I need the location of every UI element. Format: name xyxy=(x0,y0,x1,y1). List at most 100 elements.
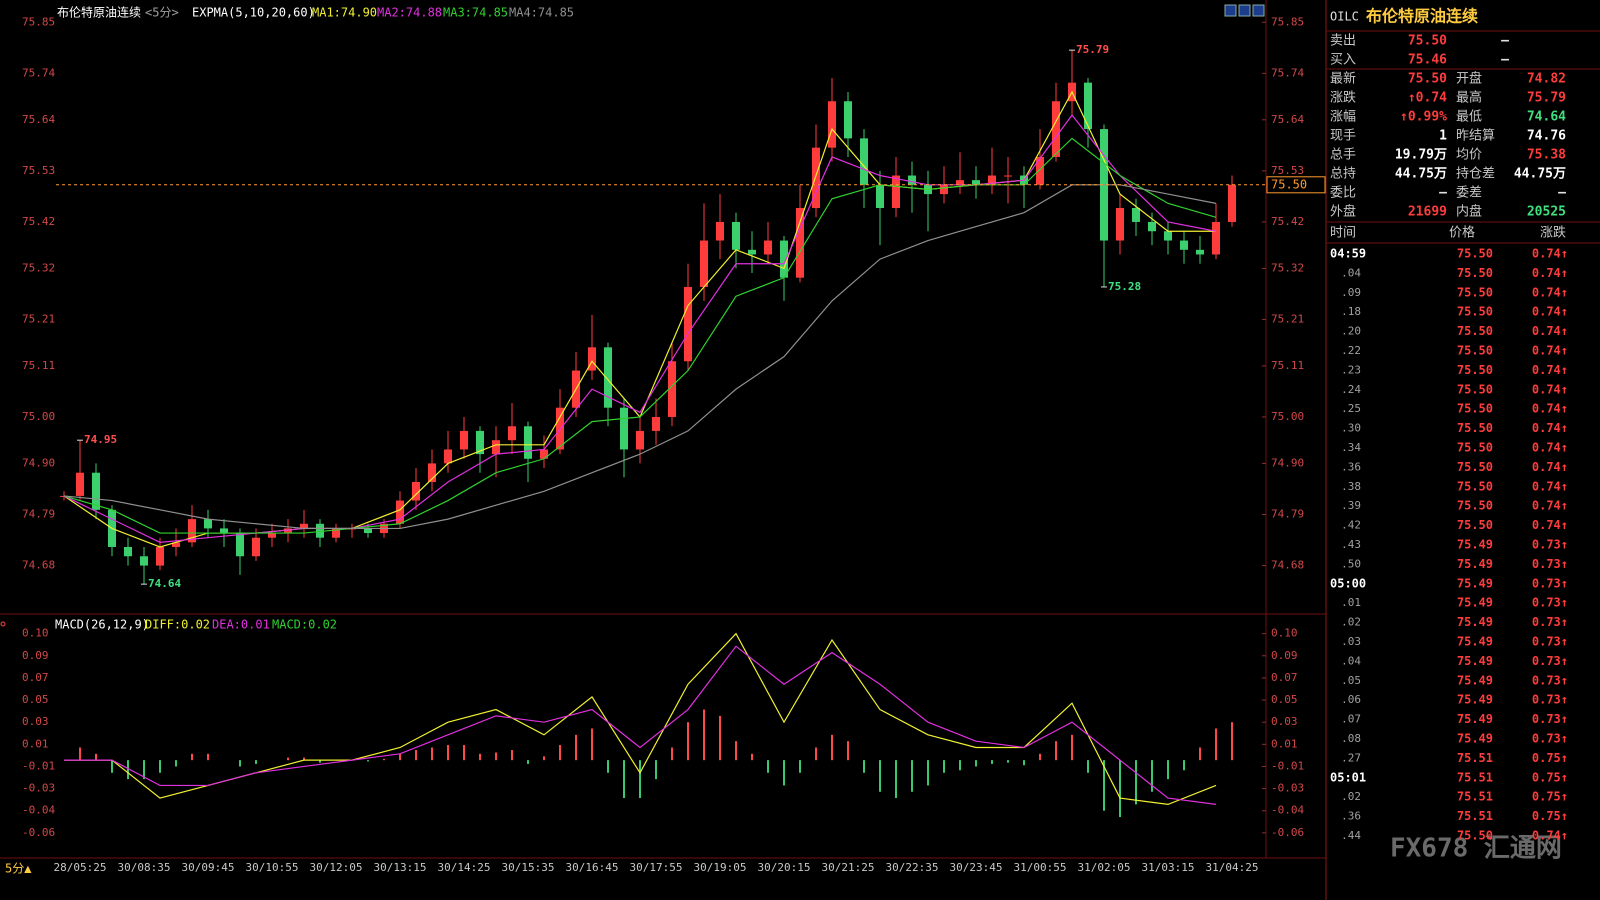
tick-change: 0.73↑ xyxy=(1532,557,1568,571)
tick-time: 05:00 xyxy=(1330,576,1366,590)
legend-entry: DIFF:0.02 xyxy=(145,618,210,632)
tick-change: 0.74↑ xyxy=(1532,266,1568,280)
chart-title: 布伦特原油连续 xyxy=(57,5,141,20)
tool-icon[interactable] xyxy=(1238,4,1251,17)
tool-icon[interactable] xyxy=(1252,4,1265,17)
x-tick-label: 31/03:15 xyxy=(1142,861,1195,874)
tick-change: 0.73↑ xyxy=(1532,712,1568,726)
tick-price: 75.50 xyxy=(1457,305,1493,319)
quote-value: ↑0.99% xyxy=(1400,110,1447,125)
tick-price: 75.51 xyxy=(1457,809,1493,823)
tick-time: .34 xyxy=(1341,441,1361,454)
quote-label: 外盘 xyxy=(1330,204,1356,220)
candle-body xyxy=(1180,240,1188,250)
tick-time: 04:59 xyxy=(1330,247,1366,261)
y-tick-label: -0.03 xyxy=(1271,782,1304,795)
tick-change: 0.75↑ xyxy=(1532,751,1568,765)
tick-header: 时间 xyxy=(1330,226,1356,241)
candle-body xyxy=(332,528,340,538)
x-tick-label: 30/13:15 xyxy=(374,861,427,874)
y-tick-label: -0.04 xyxy=(1271,804,1304,817)
y-tick-label: 74.79 xyxy=(1271,507,1304,520)
candle-body xyxy=(668,361,676,417)
x-tick-label: 30/12:05 xyxy=(310,861,363,874)
y-tick-label: -0.03 xyxy=(22,782,55,795)
candle-body xyxy=(1196,249,1204,255)
tick-change: 0.73↑ xyxy=(1532,635,1568,649)
candle-body xyxy=(876,184,884,209)
quote-label: 均价 xyxy=(1456,148,1482,163)
tick-time: .02 xyxy=(1341,616,1361,629)
quote-label: 涨跌 xyxy=(1330,90,1356,106)
quote-value: — xyxy=(1501,34,1509,49)
tick-price: 75.50 xyxy=(1457,285,1493,299)
quote-label: 持仓差 xyxy=(1456,167,1495,182)
tick-change: 0.74↑ xyxy=(1532,382,1568,396)
y-tick-label: 75.64 xyxy=(1271,113,1304,126)
tick-time: .36 xyxy=(1341,460,1361,473)
interval-button[interactable]: 5分▲ xyxy=(5,862,32,876)
tick-change: 0.74↑ xyxy=(1532,479,1568,493)
legend-entry: DEA:0.01 xyxy=(212,618,270,632)
quote-label: 涨幅 xyxy=(1330,110,1356,125)
quote-value: 21699 xyxy=(1408,205,1447,220)
x-tick-label: 30/09:45 xyxy=(182,861,235,874)
candle-body xyxy=(508,426,516,441)
tick-time: 05:01 xyxy=(1330,770,1366,784)
quote-label: 最新 xyxy=(1330,71,1356,87)
x-tick-label: 30/19:05 xyxy=(694,861,747,874)
y-tick-label: 75.21 xyxy=(1271,312,1304,325)
y-tick-label: 0.10 xyxy=(22,627,49,640)
tick-time: .08 xyxy=(1341,732,1361,745)
tick-price: 75.49 xyxy=(1457,693,1493,707)
quote-label: 委差 xyxy=(1456,186,1482,201)
y-tick-label: 0.09 xyxy=(1271,649,1298,662)
y-tick-label: 0.05 xyxy=(22,693,49,706)
quote-value: 20525 xyxy=(1527,205,1566,220)
y-tick-label: 74.90 xyxy=(1271,456,1304,469)
y-tick-label: 75.32 xyxy=(1271,261,1304,274)
last-price-label: 75.50 xyxy=(1271,177,1307,191)
y-tick-label: 74.68 xyxy=(22,559,55,572)
candle-body xyxy=(1116,208,1124,241)
quote-value: — xyxy=(1439,186,1447,201)
quote-label: 昨结算 xyxy=(1456,129,1495,144)
tick-change: 0.74↑ xyxy=(1532,518,1568,532)
tick-time: .04 xyxy=(1341,654,1361,667)
tick-change: 0.73↑ xyxy=(1532,673,1568,687)
tick-time: .09 xyxy=(1341,286,1361,299)
tick-change: 0.74↑ xyxy=(1532,247,1568,261)
x-tick-label: 30/21:25 xyxy=(822,861,875,874)
quote-code: OILC xyxy=(1330,10,1359,24)
y-tick-label: 74.90 xyxy=(22,456,55,469)
candle-body xyxy=(364,528,372,534)
tick-change: 0.73↑ xyxy=(1532,576,1568,590)
candle-body xyxy=(300,523,308,529)
tick-price: 75.50 xyxy=(1457,247,1493,261)
candle-body xyxy=(588,347,596,371)
watermark: FX678 汇通网 xyxy=(1390,834,1562,864)
tick-time: .01 xyxy=(1341,596,1361,609)
candle-body xyxy=(620,407,628,450)
x-tick-label: 30/22:35 xyxy=(886,861,939,874)
tick-price: 75.50 xyxy=(1457,382,1493,396)
candle-body xyxy=(92,472,100,510)
candle-body xyxy=(444,449,452,464)
x-tick-label: 30/23:45 xyxy=(950,861,1003,874)
candle-body xyxy=(764,240,772,255)
tick-change: 0.73↑ xyxy=(1532,538,1568,552)
tick-change: 0.74↑ xyxy=(1532,305,1568,319)
y-tick-label: -0.01 xyxy=(1271,759,1304,772)
tool-icon[interactable] xyxy=(1224,4,1237,17)
indicator-name: MACD(26,12,9) xyxy=(55,618,149,632)
quote-value: 75.38 xyxy=(1527,148,1566,163)
candle-body xyxy=(268,533,276,538)
quote-label: 最低 xyxy=(1456,110,1482,125)
tick-time: .05 xyxy=(1341,674,1361,687)
x-tick-label: 30/14:25 xyxy=(438,861,491,874)
tick-price: 75.50 xyxy=(1457,518,1493,532)
tick-time: .18 xyxy=(1341,305,1361,318)
y-tick-label: 75.85 xyxy=(22,15,55,28)
candle-body xyxy=(1212,221,1220,255)
